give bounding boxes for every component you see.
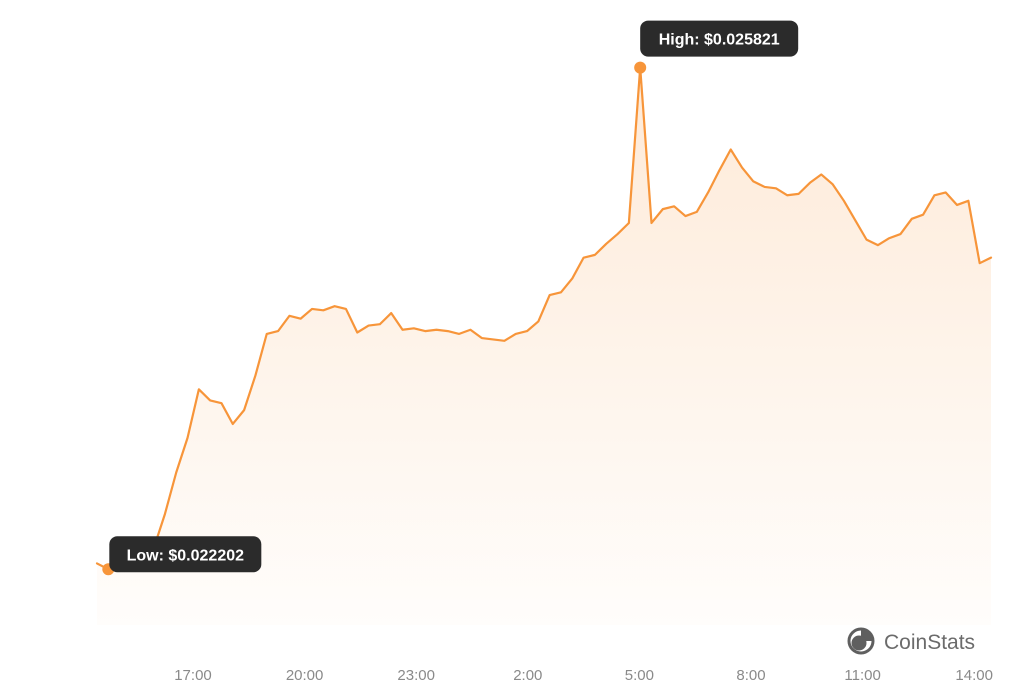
x-tick-label: 8:00 xyxy=(736,667,765,684)
x-tick-label: 23:00 xyxy=(397,667,435,684)
x-tick-label: 20:00 xyxy=(286,667,324,684)
brand-name: CoinStats xyxy=(884,631,975,654)
x-tick-label: 5:00 xyxy=(625,667,654,684)
x-tick-label: 2:00 xyxy=(513,667,542,684)
x-tick-label: 14:00 xyxy=(955,667,993,684)
high-tooltip-box xyxy=(640,20,799,57)
x-axis-ticks: 17:00 20:00 23:00 2:00 5:00 8:00 11:00 14:00 xyxy=(174,667,993,684)
low-tooltip-label: Low: $0.022202 xyxy=(127,547,245,564)
high-point-marker xyxy=(634,61,647,74)
coinstats-brand[interactable]: CoinStats xyxy=(847,627,975,655)
x-tick-label: 11:00 xyxy=(844,667,880,684)
x-tick-label: 17:00 xyxy=(174,667,212,684)
high-tooltip-label: High: $0.025821 xyxy=(659,32,780,49)
high-annotation: High: $0.025821 xyxy=(634,20,799,74)
price-area-fill xyxy=(97,67,991,626)
low-annotation: Low: $0.022202 xyxy=(102,536,262,576)
coinstats-logo-icon xyxy=(847,627,875,655)
low-tooltip-box xyxy=(109,536,262,573)
price-line xyxy=(95,66,993,571)
